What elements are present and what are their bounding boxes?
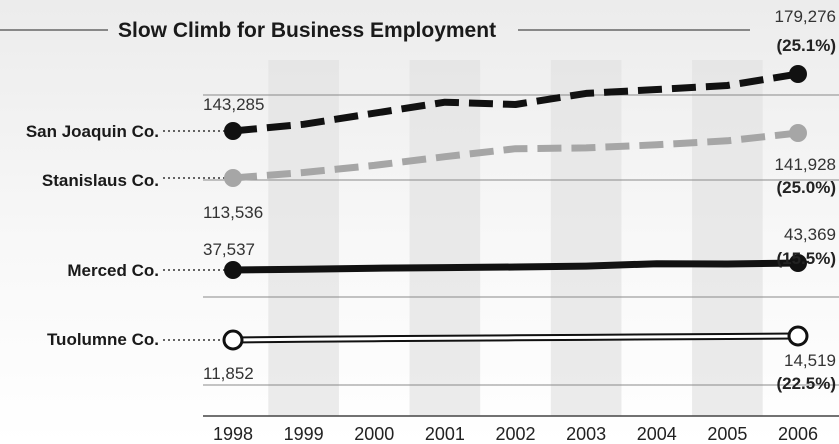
end-value-stanislaus-co: 141,928 (775, 155, 836, 174)
series-line-tuolumne-co (232, 334, 799, 342)
year-band-2003 (550, 60, 622, 416)
x-tick-label-2000: 2000 (354, 424, 394, 444)
start-value-san-joaquin-co: 143,285 (203, 95, 264, 114)
data-point-merced-co-1998 (224, 261, 242, 279)
x-axis-ticks: 1998 1999 2000 2001 2002 2003 2004 2005 2006 (213, 424, 818, 444)
data-point-stanislaus-co-2006 (789, 124, 807, 142)
data-point-san-joaquin-co-1998 (224, 122, 242, 140)
x-tick-label-2003: 2003 (566, 424, 606, 444)
series-name-stanislaus-co: Stanislaus Co. (42, 171, 159, 190)
x-tick-label-1999: 1999 (284, 424, 324, 444)
year-bands (268, 60, 763, 416)
series-name-san-joaquin-co: San Joaquin Co. (26, 122, 159, 141)
x-tick-label-2001: 2001 (425, 424, 465, 444)
end-pct-tuolumne-co: (22.5%) (776, 374, 836, 393)
data-point-tuolumne-co-2006 (787, 325, 809, 347)
end-value-tuolumne-co: 14,519 (784, 351, 836, 370)
end-value-merced-co: 43,369 (784, 225, 836, 244)
x-tick-label-1998: 1998 (213, 424, 253, 444)
gridlines (203, 94, 839, 386)
x-tick-label-2006: 2006 (778, 424, 818, 444)
data-point-tuolumne-co-1998 (222, 329, 244, 351)
label-leaders (163, 130, 225, 341)
start-value-merced-co: 37,537 (203, 240, 255, 259)
series-line-merced-co (232, 259, 799, 274)
x-tick-label-2005: 2005 (707, 424, 747, 444)
data-point-stanislaus-co-1998 (224, 169, 242, 187)
data-point-san-joaquin-co-2006 (789, 65, 807, 83)
start-value-stanislaus-co: 113,536 (203, 203, 263, 222)
data-labels: San Joaquin Co. 143,285 179,276 (25.1%) Stan… (26, 7, 836, 393)
end-value-san-joaquin-co: 179,276 (775, 7, 836, 26)
series-line-san-joaquin-co (232, 70, 799, 135)
x-tick-label-2004: 2004 (637, 424, 677, 444)
series-markers (222, 65, 809, 351)
year-band-2001 (409, 60, 481, 416)
series-lines (232, 70, 799, 344)
chart-title: Slow Climb for Business Employment (118, 19, 496, 42)
series-line-stanislaus-co (232, 129, 799, 182)
end-pct-san-joaquin-co: (25.1%) (776, 36, 836, 55)
end-pct-stanislaus-co: (25.0%) (776, 178, 836, 197)
year-band-1999 (268, 60, 339, 416)
end-pct-merced-co: (15.5%) (776, 249, 836, 268)
year-band-2005 (692, 60, 763, 416)
data-point-merced-co-2006 (789, 254, 807, 272)
x-tick-label-2002: 2002 (495, 424, 535, 444)
series-name-tuolumne-co: Tuolumne Co. (47, 330, 159, 349)
start-value-tuolumne-co: 11,852 (203, 364, 254, 383)
series-name-merced-co: Merced Co. (67, 261, 159, 280)
